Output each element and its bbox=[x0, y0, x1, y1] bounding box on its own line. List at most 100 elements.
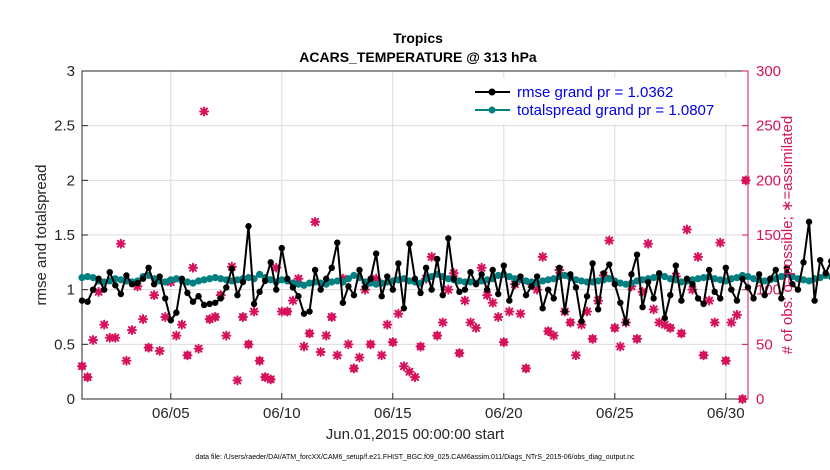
totalspread-point bbox=[799, 276, 808, 284]
totalspread-point bbox=[233, 276, 241, 284]
rmse-point bbox=[578, 318, 585, 325]
rmse-point bbox=[101, 286, 108, 293]
obs-assimilated-point bbox=[282, 306, 293, 317]
rmse-point bbox=[206, 300, 213, 308]
obs-assimilated-point bbox=[471, 322, 482, 333]
rmse-point bbox=[228, 265, 236, 273]
rmse-point bbox=[217, 295, 224, 302]
totalspread-point bbox=[561, 271, 569, 280]
totalspread-point bbox=[189, 279, 197, 287]
totalspread-point bbox=[650, 274, 658, 282]
obs-assimilated-point bbox=[299, 341, 309, 352]
totalspread-point bbox=[733, 274, 741, 282]
obs-assimilated-point bbox=[498, 337, 509, 348]
rmse-point bbox=[400, 305, 408, 312]
obs-assimilated-point bbox=[593, 295, 604, 306]
rmse-point bbox=[89, 286, 97, 293]
y2-axis-label: # of obs: o=possible; ∗=assimilated bbox=[779, 116, 796, 355]
obs-assimilated-point bbox=[332, 350, 343, 361]
rmse-point bbox=[317, 286, 324, 293]
legend-marker-rmse bbox=[488, 88, 496, 96]
y-tick-label: 0 bbox=[67, 391, 75, 408]
rmse-point bbox=[572, 284, 580, 291]
obs-assimilated-point bbox=[304, 328, 315, 339]
totalspread-point bbox=[89, 274, 97, 282]
obs-assimilated-point bbox=[681, 224, 692, 235]
rmse-point bbox=[273, 286, 280, 293]
rmse-point bbox=[372, 250, 380, 257]
obs-assimilated-point bbox=[731, 309, 742, 320]
y-tick-label: 1.5 bbox=[54, 227, 75, 244]
obs-assimilated-point bbox=[265, 374, 276, 385]
obs-assimilated-point bbox=[249, 306, 260, 317]
plot-area bbox=[77, 106, 830, 404]
totalspread-point bbox=[300, 281, 308, 289]
rmse-point bbox=[717, 295, 724, 302]
y-tick-label: 1 bbox=[67, 282, 75, 299]
rmse-point bbox=[617, 299, 624, 306]
obs-assimilated-point bbox=[143, 342, 154, 353]
rmse-point bbox=[705, 266, 713, 274]
obs-assimilated-point bbox=[454, 348, 465, 359]
obs-assimilated-point bbox=[570, 350, 581, 361]
rmse-point bbox=[506, 297, 513, 304]
obs-assimilated-point bbox=[659, 319, 670, 330]
rmse-point bbox=[239, 278, 247, 286]
rmse-point bbox=[445, 235, 452, 242]
rmse-point bbox=[783, 264, 791, 271]
obs-assimilated-point bbox=[548, 330, 559, 341]
totalspread-point bbox=[405, 277, 414, 285]
obs-assimilated-point bbox=[310, 216, 321, 227]
obs-assimilated-point bbox=[276, 306, 287, 317]
rmse-point bbox=[722, 264, 729, 271]
obs-assimilated-point bbox=[99, 319, 110, 330]
obs-assimilated-point bbox=[393, 308, 404, 319]
totalspread-point bbox=[117, 276, 125, 284]
obs-assimilated-point bbox=[210, 312, 221, 322]
rmse-point bbox=[284, 275, 291, 282]
totalspread-point bbox=[161, 278, 169, 286]
obs-assimilated-point bbox=[204, 314, 215, 325]
rmse-point bbox=[522, 291, 530, 299]
totalspread-point bbox=[183, 278, 192, 286]
obs-assimilated-point bbox=[160, 312, 171, 322]
rmse-point bbox=[323, 275, 330, 282]
obs-assimilated-point bbox=[709, 317, 720, 328]
rmse-point bbox=[528, 283, 535, 290]
rmse-point bbox=[794, 286, 802, 293]
obs-assimilated-point bbox=[465, 317, 476, 328]
x-tick-label: 06/20 bbox=[485, 405, 523, 422]
rmse-point bbox=[495, 290, 502, 298]
rmse-point bbox=[123, 272, 130, 279]
rmse-point bbox=[483, 286, 491, 293]
rmse-point bbox=[422, 264, 430, 271]
y2-tick-label: 0 bbox=[756, 391, 764, 408]
y-tick-label: 3 bbox=[67, 63, 75, 80]
obs-assimilated-point bbox=[715, 237, 726, 248]
rmse-point bbox=[644, 278, 652, 286]
obs-assimilated-point bbox=[77, 361, 87, 372]
obs-assimilated-point bbox=[720, 355, 731, 366]
totalspread-point bbox=[372, 280, 380, 288]
rmse-point bbox=[134, 279, 141, 287]
obs-assimilated-point bbox=[521, 363, 531, 374]
obs-assimilated-point bbox=[437, 317, 448, 328]
rmse-point bbox=[606, 261, 613, 268]
rmse-point bbox=[622, 319, 630, 326]
totalspread-point bbox=[605, 275, 613, 283]
obs-assimilated-point bbox=[343, 339, 354, 350]
rmse-point bbox=[556, 264, 563, 271]
obs-assimilated-point bbox=[404, 366, 415, 377]
y-tick-label: 2 bbox=[67, 172, 75, 189]
obs-assimilated-point bbox=[565, 317, 576, 328]
rmse-point bbox=[744, 284, 752, 291]
obs-assimilated-point bbox=[382, 319, 393, 330]
totalspread-point bbox=[278, 276, 286, 284]
chart-subtitle: ACARS_TEMPERATURE @ 313 hPa bbox=[299, 49, 537, 65]
rmse-point bbox=[450, 275, 458, 282]
obs-assimilated-point bbox=[615, 341, 626, 352]
rmse-point bbox=[356, 266, 363, 274]
obs-assimilated-point bbox=[582, 306, 593, 317]
obs-assimilated-point bbox=[371, 273, 382, 284]
obs-assimilated-point bbox=[348, 363, 359, 374]
